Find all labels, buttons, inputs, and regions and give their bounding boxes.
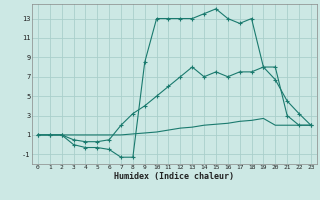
X-axis label: Humidex (Indice chaleur): Humidex (Indice chaleur): [115, 172, 234, 181]
